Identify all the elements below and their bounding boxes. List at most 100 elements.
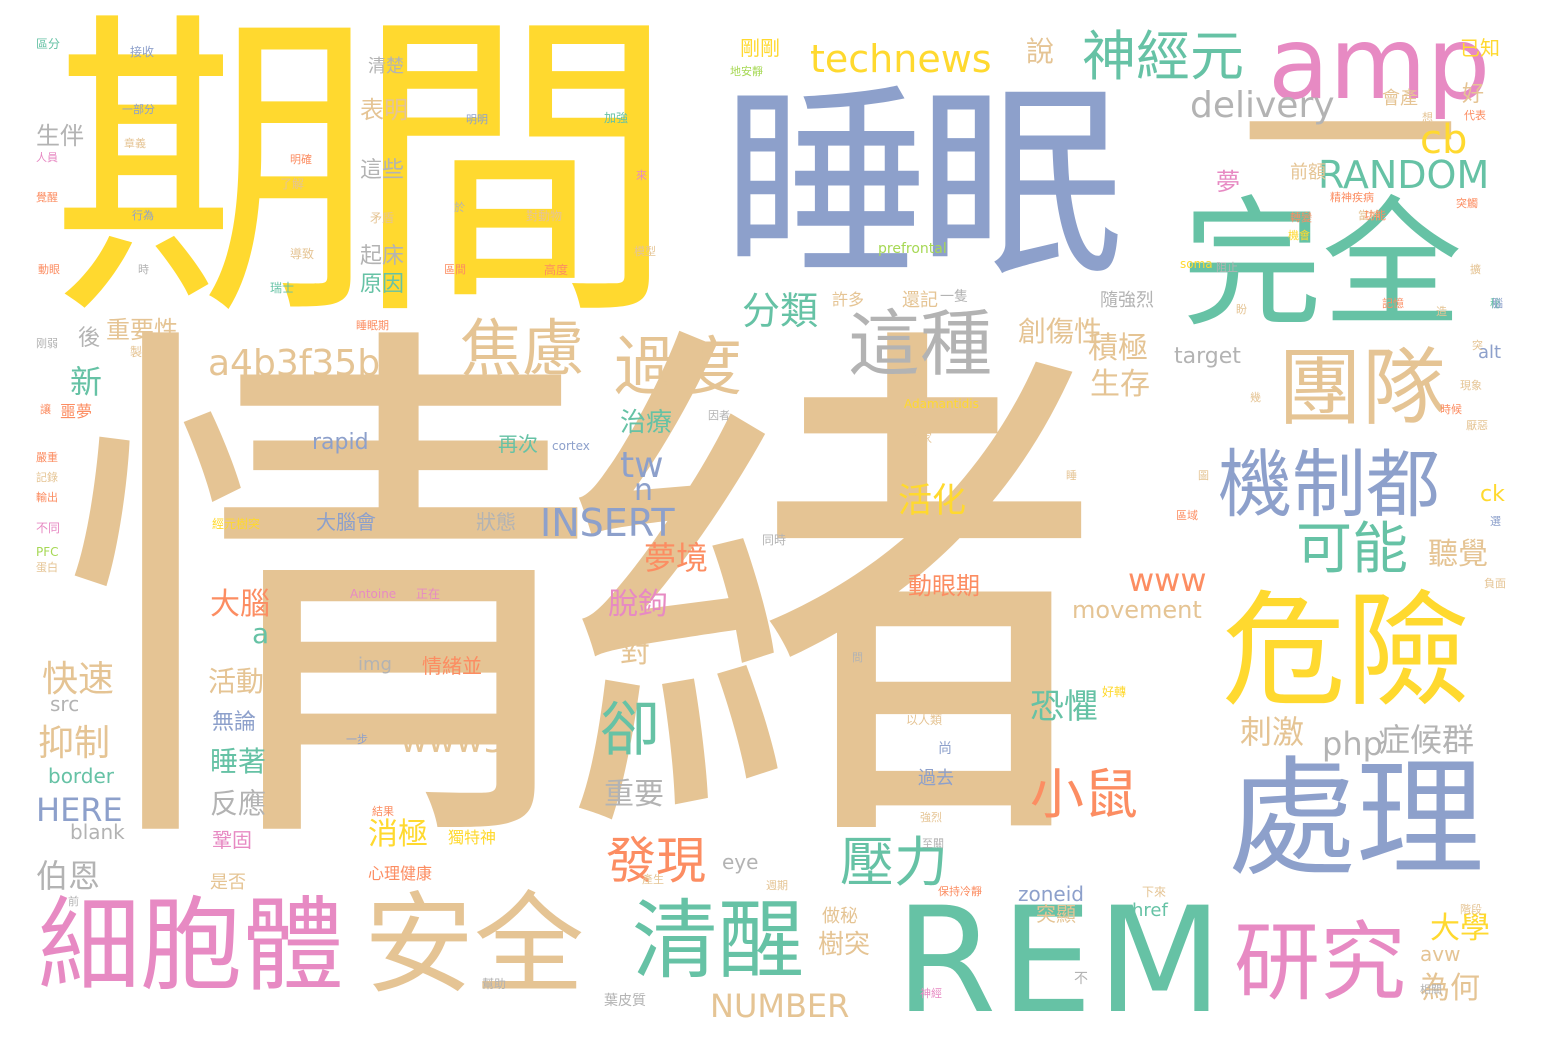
word: 厭惡 [1466,419,1488,432]
word: 突觸 [1456,197,1478,210]
word: 因者 [708,409,730,422]
word: 同時 [762,533,787,547]
word: 安全 [364,881,584,1009]
word: 新 [70,363,103,401]
word: 選 [1490,515,1501,528]
word: ck [1480,482,1505,507]
word: 治療 [620,408,673,438]
word: 高度 [544,263,569,277]
word: 轉變 [1290,211,1312,224]
word: cortex [552,439,590,453]
word: 團隊 [1278,339,1447,437]
word: border [48,764,115,788]
word: a4b3f35b [208,343,381,384]
word: 可能 [1296,517,1408,582]
word: zoneid [1018,882,1084,906]
word: 來 [636,169,647,182]
word: technews [810,37,992,81]
word: movement [1072,596,1202,624]
word: 睡眠期 [356,319,389,332]
word: 重要性 [106,316,178,344]
word: 樹突 [818,930,871,960]
word: 不 [1074,971,1088,987]
word: 保持冷靜 [938,885,982,898]
word: 這些 [360,158,405,183]
word: 前額 [1290,162,1326,183]
word: 區間 [444,263,466,276]
word: 症候群 [1378,721,1475,759]
word: 還記 [902,290,938,311]
word: 恐懼 [1030,687,1098,727]
word: 產生 [642,873,664,886]
word: REM [895,876,1227,1046]
word: 結果 [372,805,394,818]
word: 已知 [1460,36,1500,60]
word: 明確 [290,153,312,166]
word: 精神疾病 [1330,191,1374,204]
word: 製 [130,345,143,359]
word: 嚴重 [36,451,58,464]
word: 週期 [766,879,788,892]
word: 完全 [1182,184,1463,347]
word: 過去 [918,768,954,789]
word: NUMBER [710,987,850,1025]
word: 創傷性 [1018,315,1103,348]
word: 章義 [124,137,146,150]
word: 以人類 [906,713,943,727]
word: 好轉 [1102,685,1127,699]
word: 對 [620,635,650,670]
word: 會產 [1382,88,1418,109]
word: 問 [852,651,863,664]
word: 於 [454,201,465,214]
word: Antoine [350,587,397,601]
word: 大腦會 [316,510,376,534]
word: 前 [68,895,79,908]
word: 造 [1436,305,1447,318]
word: HERE [36,791,123,829]
word: 為何 [1420,971,1480,1006]
word: 模型 [634,245,656,258]
word: 脫鉤 [608,587,668,622]
word: 一步 [346,733,368,746]
word: amp [1268,5,1491,122]
word: 刺激 [1240,713,1305,751]
word: soma [1180,257,1213,271]
word: 相關 [1420,983,1442,996]
word: 做秘 [822,906,858,927]
word: 心理健康 [368,864,433,883]
word: 焦慮 [460,312,585,385]
word: 是否 [210,872,246,893]
word: 好 [1462,82,1485,107]
word: www5 [400,721,506,761]
word: 實驗 [912,605,937,619]
word: RANDOM [1318,153,1490,197]
word: 擴 [1470,263,1481,276]
word: 階段 [1460,903,1482,916]
word: 矛盾 [370,211,395,225]
word: 尚 [938,741,952,757]
word: 生伴 [36,122,84,150]
word: 一隻 [940,289,968,305]
word: 危險 [1222,580,1471,724]
word: src [50,692,80,716]
word: 圖 [1198,469,1209,482]
word: 發現 [606,832,706,890]
word: 睡 [1066,469,1077,482]
word: 許多 [832,290,865,309]
word: 覺醒 [36,191,58,204]
word: 對動物 [526,209,563,223]
word: 代表 [1464,109,1486,122]
word: 夢境 [644,539,709,577]
word: 機會 [1288,229,1310,242]
word: 狀態 [476,510,516,534]
word: 再次 [498,432,538,456]
word: 不同 [36,521,61,535]
word: 清醒 [632,891,804,991]
word: 起床 [360,244,405,269]
word: Adamantidis [904,397,979,411]
word: 神經元 [1082,25,1244,88]
word: 讓 [40,403,51,416]
word: 了解 [280,177,305,191]
word: 後 [78,326,101,351]
word: 剛剛 [740,36,780,60]
